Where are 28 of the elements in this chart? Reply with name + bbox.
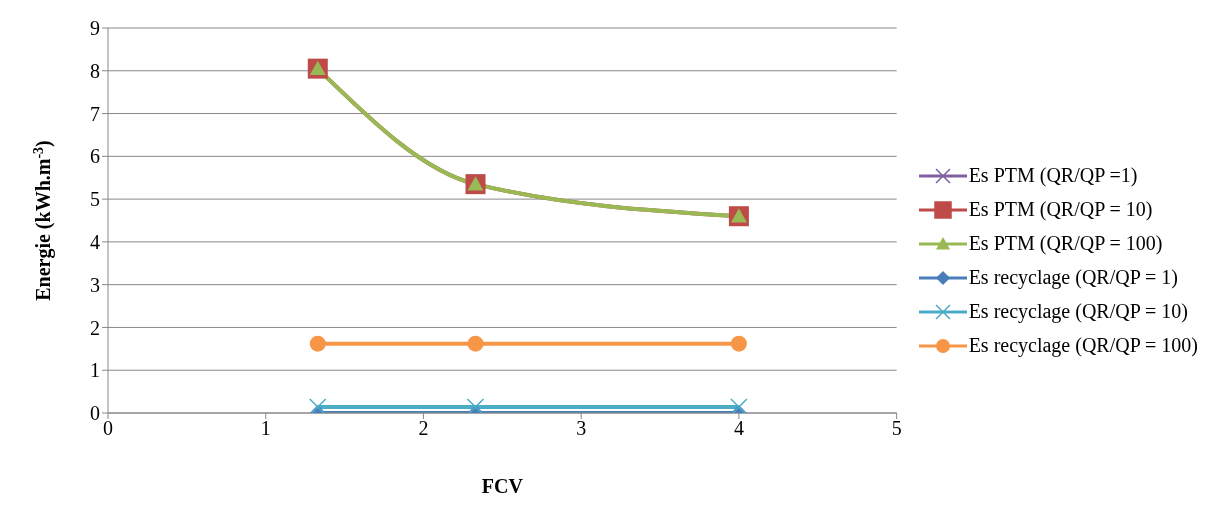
y-tick-label: 5 (90, 188, 100, 211)
legend-label: Es recyclage (QR/QP = 10) (968, 300, 1188, 323)
point (309, 398, 327, 413)
point (730, 335, 747, 352)
legend-label: Es PTM (QR/QP =1) (968, 164, 1138, 187)
point (467, 335, 484, 352)
y-tick-label: 9 (90, 17, 100, 40)
x-tick-label: 3 (576, 417, 587, 440)
legend-label: Es recyclage (QR/QP = 1) (968, 266, 1178, 289)
legend-label: Es PTM (QR/QP = 10) (968, 198, 1153, 221)
x-tick-label: 1 (260, 417, 271, 440)
x-tick-label: 4 (733, 417, 744, 440)
y-tick-label: 0 (90, 402, 100, 425)
x-tick-label: 2 (418, 417, 429, 440)
y-tick-label: 8 (90, 59, 100, 82)
x-tick-label: 5 (891, 417, 902, 440)
y-tick-label: 6 (90, 145, 100, 168)
legend-label: Es recyclage (QR/QP = 100) (968, 334, 1198, 357)
point (466, 398, 485, 413)
point (309, 335, 326, 352)
y-tick-label: 7 (90, 102, 100, 125)
y-tick-label: 3 (90, 273, 100, 296)
legend-label: Es PTM (QR/QP = 100) (968, 232, 1163, 255)
x-axis-title: FCV (481, 475, 524, 497)
y-tick-label: 2 (90, 316, 100, 339)
y-tick-label: 4 (90, 230, 100, 253)
point (730, 398, 748, 413)
y-tick-label: 1 (90, 359, 100, 382)
